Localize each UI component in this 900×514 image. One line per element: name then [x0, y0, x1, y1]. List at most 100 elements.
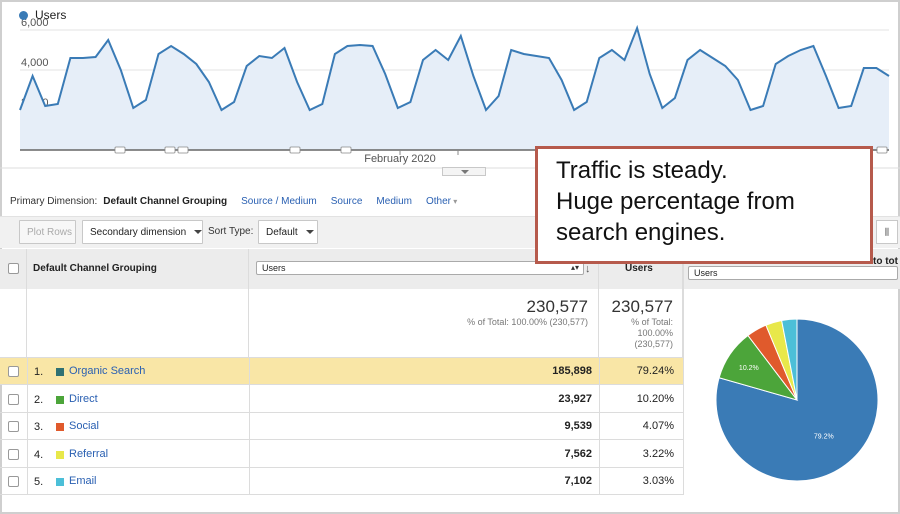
table-row: 4. Referral 7,562 3.22% [0, 441, 683, 468]
sort-type-dropdown[interactable]: Default [258, 220, 318, 244]
annotation-line-1: Traffic is steady. [556, 157, 728, 184]
column-options-icon[interactable]: ⫼ [876, 220, 898, 244]
legend-label: Users [35, 8, 67, 22]
row-users-value: 23,927 [558, 393, 592, 405]
secondary-dimension-label: Secondary dimension [90, 226, 187, 238]
plot-rows-label: Plot Rows [27, 226, 73, 238]
users-area-fill [20, 28, 889, 150]
metric-select-value: Users [262, 263, 286, 273]
row-color-swatch [56, 396, 64, 404]
totals-metric-cell: 230,577 % of Total: 100.00% (230,577) [249, 289, 599, 358]
annotation-marker-icon [164, 146, 176, 154]
row-checkbox[interactable] [8, 394, 19, 405]
legend-dot-icon [19, 10, 28, 20]
sort-type-value: Default [266, 226, 298, 238]
x-axis-label: February 2020 [364, 153, 436, 165]
chart-resize-handle[interactable] [442, 167, 486, 176]
row-channel-link[interactable]: Direct [69, 393, 98, 405]
row-channel-link[interactable]: Organic Search [69, 365, 146, 377]
dimension-medium-link[interactable]: Medium [376, 196, 412, 207]
annotation-marker-icon [876, 146, 888, 154]
row-users-percent: 79.24% [636, 365, 674, 377]
column-divider [599, 358, 600, 495]
primary-dimension-label: Primary Dimension: [10, 196, 98, 207]
users-pie-chart: 79.2% 10.2% [715, 318, 879, 482]
dimension-source-medium-link[interactable]: Source / Medium [241, 196, 317, 207]
sort-arrows-icon: ▴▾ [570, 263, 579, 272]
chevron-down-icon [305, 230, 314, 234]
row-checkbox[interactable] [8, 476, 19, 487]
annotation-line-2: Huge percentage from [556, 188, 795, 215]
row-users-percent: 3.22% [642, 448, 674, 460]
select-all-checkbox[interactable] [8, 263, 19, 274]
total-users-value: 230,577 [526, 297, 588, 316]
column-divider [249, 358, 250, 495]
annotation-marker-icon [114, 146, 126, 154]
table-row: 5. Email 7,102 3.03% [0, 468, 683, 495]
row-users-percent: 10.20% [636, 393, 674, 405]
row-number: 5. [34, 476, 44, 488]
annotation-line-3: search engines. [556, 219, 726, 246]
chevron-down-icon [194, 230, 203, 234]
row-channel-link[interactable]: Referral [69, 448, 109, 460]
plot-rows-button[interactable]: Plot Rows [19, 220, 76, 244]
row-users-percent: 4.07% [642, 420, 674, 432]
row-number: 3. [34, 421, 44, 433]
y-tick-label: 4,000 [21, 57, 49, 69]
annotation-marker-icon [177, 146, 189, 154]
total-users-subtext-line2: 100.00% [637, 328, 673, 338]
table-row: 1. Organic Search 185,898 79.24% [0, 358, 683, 385]
totals-checkbox-cell [0, 289, 27, 358]
table-row: 3. Social 9,539 4.07% [0, 413, 683, 440]
dimension-other-dropdown[interactable]: Other [426, 196, 457, 207]
totals-dimension-cell [27, 289, 249, 358]
chart-legend: Users [19, 8, 66, 22]
row-users-value: 7,102 [564, 475, 592, 487]
dimension-default-channel-grouping: Default Channel Grouping [103, 196, 228, 207]
row-channel-link[interactable]: Social [69, 420, 99, 432]
pie-metric-select-value: Users [694, 268, 718, 278]
annotation-marker-icon [289, 146, 301, 154]
total-users-value-2: 230,577 [611, 297, 673, 316]
row-color-swatch [56, 423, 64, 431]
totals-users-cell: 230,577 % of Total: 100.00% (230,577) [599, 289, 683, 358]
row-color-swatch [56, 368, 64, 376]
annotation-marker-icon [340, 146, 352, 154]
metric-select[interactable]: Users ▴▾ [256, 261, 584, 275]
pie-slice [781, 318, 798, 401]
row-users-value: 7,562 [564, 448, 592, 460]
secondary-dimension-dropdown[interactable]: Secondary dimension [82, 220, 203, 244]
pie-metric-select[interactable]: Users [688, 266, 898, 280]
pie-slice-label: 79.2% [814, 434, 834, 441]
header-users-label[interactable]: Users [625, 263, 653, 274]
row-checkbox[interactable] [8, 366, 19, 377]
row-users-value: 9,539 [564, 420, 592, 432]
row-number: 1. [34, 366, 44, 378]
row-checkbox[interactable] [8, 421, 19, 432]
table-row: 2. Direct 23,927 10.20% [0, 386, 683, 413]
row-users-percent: 3.03% [642, 475, 674, 487]
row-checkbox[interactable] [8, 449, 19, 460]
header-dimension-cell: Default Channel Grouping [27, 249, 249, 289]
header-dimension-label[interactable]: Default Channel Grouping [33, 263, 157, 274]
annotation-callout: Traffic is steady. Huge percentage from … [535, 146, 873, 264]
row-channel-link[interactable]: Email [69, 475, 97, 487]
primary-dimension-bar: Primary Dimension: Default Channel Group… [10, 196, 471, 207]
dimension-source-link[interactable]: Source [330, 196, 363, 207]
row-number: 2. [34, 394, 44, 406]
total-users-subtext-line1: % of Total: [631, 317, 673, 327]
column-divider [27, 358, 28, 495]
row-number: 4. [34, 449, 44, 461]
pie-slice-label: 10.2% [739, 365, 759, 372]
row-color-swatch [56, 451, 64, 459]
users-series-line [19, 24, 890, 112]
column-divider [683, 249, 684, 495]
sort-descending-icon[interactable]: ↓ [585, 263, 591, 275]
total-users-subtext: % of Total: 100.00% (230,577) [467, 317, 588, 327]
total-users-subtext-line3: (230,577) [634, 339, 673, 349]
header-contribution-label: to tot [873, 256, 898, 267]
row-color-swatch [56, 478, 64, 486]
row-users-value: 185,898 [552, 365, 592, 377]
sort-type-label: Sort Type: [208, 226, 254, 237]
y-tick-label: 6,000 [21, 17, 49, 29]
